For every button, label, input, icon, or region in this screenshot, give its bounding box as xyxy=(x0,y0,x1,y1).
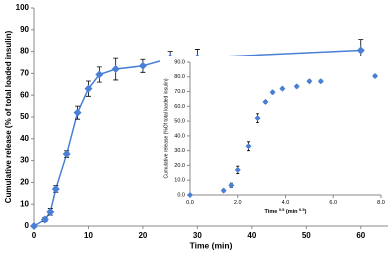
x-tick-label: 50 xyxy=(302,231,311,240)
x-axis-label-part: 0.5 xyxy=(299,207,305,212)
marker xyxy=(220,187,227,194)
marker xyxy=(62,150,71,159)
inset-background xyxy=(160,56,387,217)
x-tick-label: 0 xyxy=(32,231,37,240)
x-axis-label-part: (min xyxy=(284,209,299,215)
x-tick-label: 40 xyxy=(247,231,256,240)
y-tick-label: 60.0 xyxy=(174,104,185,110)
y-tick-label: 30.0 xyxy=(174,148,185,154)
x-tick-label: 8.0 xyxy=(377,200,385,206)
x-tick-label: 6.0 xyxy=(329,200,337,206)
y-tick-label: 70.0 xyxy=(174,89,185,95)
marker xyxy=(228,182,235,189)
x-axis-label-part: Time xyxy=(265,209,279,215)
y-tick-label: 60 xyxy=(20,90,29,99)
x-axis-label: Time (min) xyxy=(190,240,233,250)
marker xyxy=(73,108,82,117)
y-tick-label: 10 xyxy=(20,199,29,208)
x-tick-label: 4.0 xyxy=(282,200,290,206)
y-axis-label: Cumulative release (% of total loaded in… xyxy=(4,30,13,203)
marker xyxy=(234,166,241,173)
y-tick-label: 20 xyxy=(20,178,29,187)
marker xyxy=(254,115,261,122)
marker xyxy=(279,85,286,92)
y-tick-label: 100 xyxy=(16,3,30,12)
y-tick-label: 50 xyxy=(20,112,29,121)
marker xyxy=(187,192,193,198)
marker xyxy=(269,89,276,96)
marker xyxy=(245,143,252,150)
x-tick-label: 60 xyxy=(356,231,365,240)
main-chart: 0 10 20 30 40 50 60 70 80 90 100 0 10 20 30 40 50 60 Cumul… xyxy=(4,3,388,250)
y-tick-label: 0.0 xyxy=(177,192,185,198)
y-tick-label: 50.0 xyxy=(174,119,185,125)
x-axis-label: Time 0.5 (min 0.5) xyxy=(265,207,307,216)
marker xyxy=(317,78,324,85)
marker xyxy=(356,46,365,55)
x-axis-label-part: 0.5 xyxy=(279,207,285,212)
y-axis-label: Cumulative release (%Of total loaded ins… xyxy=(163,78,169,178)
y-tick-label: 0 xyxy=(25,221,30,230)
y-tick-label: 30 xyxy=(20,156,29,165)
y-tick-label: 90 xyxy=(20,25,29,34)
marker xyxy=(84,84,93,93)
inset-chart: 0.0 10.0 20.0 30.0 40.0 50.0 60.0 70.0 80.0 90.0 0… xyxy=(160,56,387,217)
marker xyxy=(293,83,300,90)
marker xyxy=(51,184,60,193)
y-tick-label: 80 xyxy=(20,47,29,56)
marker xyxy=(46,207,55,216)
x-tick-label: 2.0 xyxy=(234,200,242,206)
marker xyxy=(30,222,38,230)
y-tick-label: 70 xyxy=(20,69,29,78)
y-tick-label: 40.0 xyxy=(174,133,185,139)
y-tick-label: 80.0 xyxy=(174,74,185,80)
x-tick-label: 20 xyxy=(138,231,147,240)
marker xyxy=(40,215,49,224)
y-tick-label: 20.0 xyxy=(174,163,185,169)
marker xyxy=(111,65,120,74)
marker xyxy=(138,61,147,70)
x-axis-label-part: ) xyxy=(305,209,307,215)
y-tick-label: 40 xyxy=(20,134,29,143)
x-tick-label: 30 xyxy=(193,231,202,240)
y-tick-label: 10.0 xyxy=(174,178,185,184)
x-tick-label: 10 xyxy=(84,231,93,240)
y-tick-label: 90.0 xyxy=(174,59,185,65)
marker xyxy=(262,98,269,105)
marker xyxy=(306,78,313,85)
marker xyxy=(95,70,104,79)
x-tick-label: 0.0 xyxy=(186,200,194,206)
marker xyxy=(372,73,379,80)
